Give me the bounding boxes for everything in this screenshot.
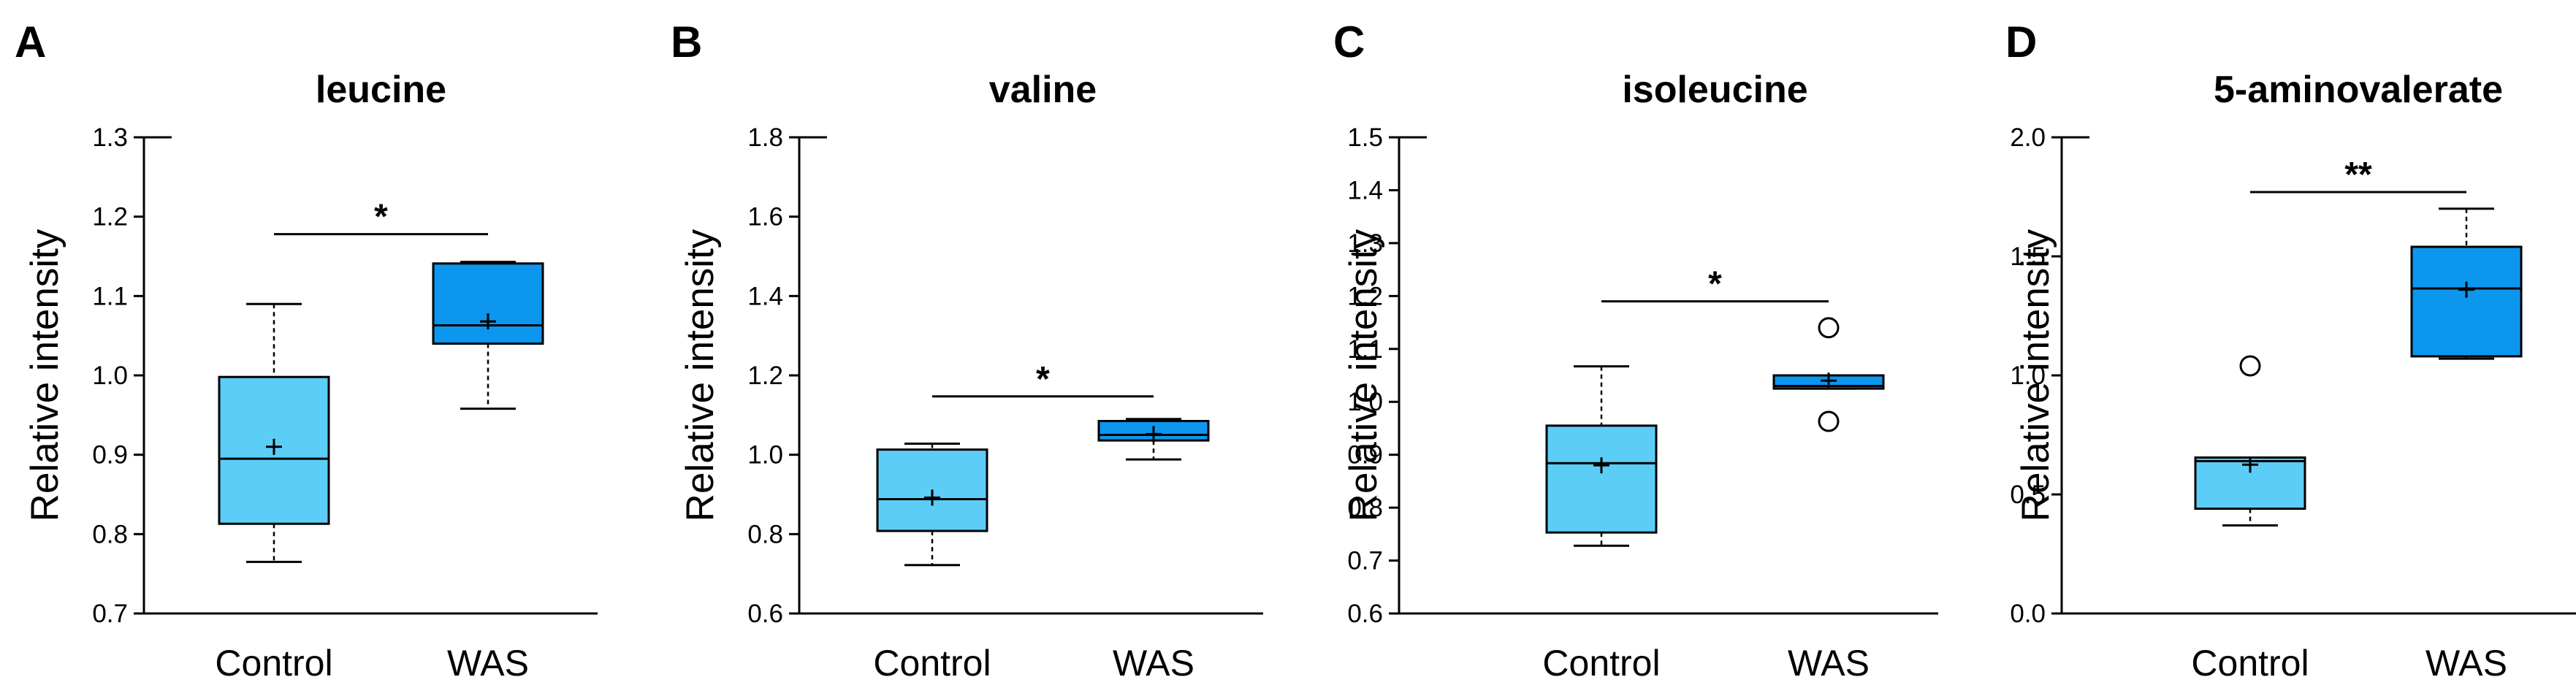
y-tick-label: 1.8	[747, 123, 783, 152]
y-tick-label: 1.3	[92, 123, 128, 152]
panel-letter: A	[15, 18, 46, 66]
y-axis-title: Relative intensity	[23, 229, 66, 521]
box-control	[876, 442, 988, 567]
iqr-box	[1545, 424, 1658, 534]
box-was	[1097, 418, 1210, 461]
x-category-label: Control	[215, 643, 332, 684]
panel-letter: B	[671, 18, 702, 66]
y-tick-label: 0.6	[747, 600, 783, 628]
x-category-label: WAS	[2426, 643, 2507, 684]
y-tick-label: 1.5	[2010, 242, 2046, 271]
y-tick-label: 1.0	[92, 362, 128, 390]
y-tick-label: 0.8	[92, 520, 128, 548]
iqr-box	[432, 262, 544, 345]
panel-d: D 5-aminovalerate Relative intensity 0.0 0.5…	[2005, 18, 2576, 684]
significance-marker: *	[374, 198, 388, 237]
x-category-label: Control	[1542, 643, 1660, 684]
significance-marker: **	[2344, 156, 2372, 194]
y-tick-label: 0.7	[92, 600, 128, 628]
y-tick-label: 1.0	[1347, 388, 1383, 416]
box-control	[2194, 355, 2306, 527]
y-axis-title: Relative intensity	[679, 229, 722, 521]
y-tick-label: 1.2	[1347, 282, 1383, 310]
y-tick-label: 0.8	[1347, 494, 1383, 522]
y-tick-label: 2.0	[2010, 123, 2046, 152]
box-was	[1772, 317, 1885, 432]
chart-title: leucine	[316, 69, 446, 111]
y-tick-label: 1.4	[1347, 176, 1383, 204]
box-was	[2410, 207, 2523, 360]
y-tick-label: 0.5	[2010, 481, 2046, 509]
significance-marker: *	[1708, 265, 1722, 304]
x-category-label: Control	[873, 643, 991, 684]
y-tick-label: 1.0	[747, 441, 783, 470]
x-category-label: Control	[2191, 643, 2309, 684]
y-tick-label: 1.2	[92, 203, 128, 232]
x-category-label: WAS	[1113, 643, 1194, 684]
iqr-box	[2410, 245, 2523, 358]
y-tick-label: 0.0	[2010, 600, 2046, 628]
x-category-label: WAS	[1788, 643, 1870, 684]
y-tick-label: 1.1	[1347, 335, 1383, 364]
y-axis-title: Relative intensity	[2014, 229, 2057, 521]
outlier-point	[2239, 355, 2261, 377]
outlier-point	[1818, 410, 1840, 432]
chart-title: isoleucine	[1622, 69, 1807, 111]
box-control	[218, 302, 330, 563]
significance-marker: *	[1036, 360, 1050, 399]
y-tick-label: 0.8	[747, 520, 783, 548]
panel-letter: C	[1333, 18, 1365, 66]
panel-letter: D	[2005, 18, 2037, 66]
y-tick-label: 0.6	[1347, 600, 1383, 628]
y-tick-label: 1.2	[747, 362, 783, 390]
x-category-label: WAS	[447, 643, 529, 684]
y-tick-label: 1.4	[747, 282, 783, 310]
y-tick-label: 0.7	[1347, 547, 1383, 575]
y-tick-label: 1.5	[1347, 123, 1383, 152]
y-tick-label: 1.1	[92, 282, 128, 310]
y-tick-label: 1.6	[747, 203, 783, 232]
chart-title: 5-aminovalerate	[2214, 69, 2503, 111]
y-axis-title: Relative intensity	[1342, 229, 1385, 521]
y-tick-label: 1.0	[2010, 362, 2046, 390]
box-was	[432, 261, 544, 410]
y-tick-label: 0.9	[1347, 441, 1383, 470]
box-control	[1545, 365, 1658, 547]
outlier-point	[1818, 317, 1840, 339]
y-tick-label: 1.3	[1347, 229, 1383, 258]
y-tick-label: 0.9	[92, 441, 128, 470]
chart-title: valine	[989, 69, 1097, 111]
